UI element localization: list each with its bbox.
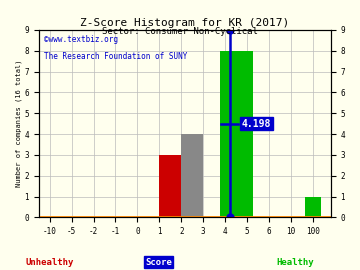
Bar <box>159 155 181 217</box>
Bar <box>181 134 203 217</box>
Text: The Research Foundation of SUNY: The Research Foundation of SUNY <box>45 52 188 61</box>
Text: ©www.textbiz.org: ©www.textbiz.org <box>45 35 118 45</box>
Bar <box>220 51 253 217</box>
Title: Z-Score Histogram for KR (2017): Z-Score Histogram for KR (2017) <box>80 18 289 28</box>
Text: 4.198: 4.198 <box>242 119 271 129</box>
Text: Sector: Consumer Non-Cyclical: Sector: Consumer Non-Cyclical <box>102 27 258 36</box>
Text: Healthy: Healthy <box>276 258 314 266</box>
Text: Unhealthy: Unhealthy <box>25 258 73 266</box>
Bar <box>305 197 321 217</box>
Y-axis label: Number of companies (16 total): Number of companies (16 total) <box>15 60 22 187</box>
Text: Score: Score <box>145 258 172 266</box>
